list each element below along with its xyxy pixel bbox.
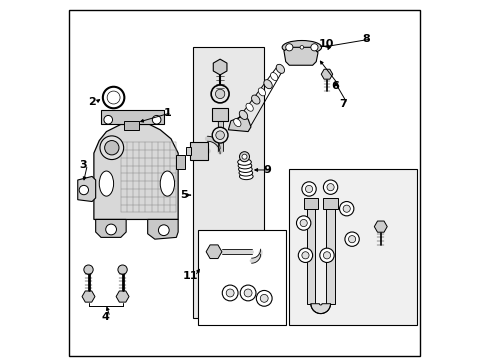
Circle shape <box>239 152 249 162</box>
Circle shape <box>305 185 312 193</box>
Ellipse shape <box>270 72 277 81</box>
Text: 9: 9 <box>263 165 271 175</box>
Circle shape <box>343 205 349 212</box>
Bar <box>303 198 317 209</box>
Polygon shape <box>96 220 126 237</box>
Bar <box>289 169 416 325</box>
Circle shape <box>242 154 246 159</box>
Circle shape <box>105 224 116 235</box>
Ellipse shape <box>276 64 284 73</box>
Ellipse shape <box>282 41 321 54</box>
Ellipse shape <box>239 111 247 120</box>
Circle shape <box>301 252 308 259</box>
Polygon shape <box>147 220 178 239</box>
Circle shape <box>310 44 317 51</box>
Text: 5: 5 <box>180 190 187 200</box>
Ellipse shape <box>245 103 253 111</box>
Circle shape <box>152 116 161 124</box>
Wedge shape <box>310 304 330 314</box>
Bar <box>323 198 337 209</box>
Circle shape <box>300 45 303 49</box>
Bar <box>212 108 227 121</box>
Circle shape <box>102 87 124 108</box>
Circle shape <box>212 127 227 143</box>
Circle shape <box>158 225 169 235</box>
Text: 4: 4 <box>102 312 109 322</box>
Ellipse shape <box>239 170 252 176</box>
Circle shape <box>100 136 123 159</box>
Bar <box>189 142 207 160</box>
Bar <box>192 47 264 318</box>
Circle shape <box>348 235 355 243</box>
Circle shape <box>107 91 120 104</box>
Circle shape <box>83 265 93 274</box>
Text: 2: 2 <box>88 97 96 107</box>
Circle shape <box>79 185 88 195</box>
Circle shape <box>296 216 310 230</box>
Ellipse shape <box>258 88 265 96</box>
Ellipse shape <box>264 80 272 89</box>
Circle shape <box>118 265 127 274</box>
Ellipse shape <box>239 173 253 180</box>
Circle shape <box>301 182 316 196</box>
Circle shape <box>298 248 312 262</box>
Circle shape <box>104 140 119 155</box>
Circle shape <box>339 202 353 216</box>
Circle shape <box>326 184 333 191</box>
Circle shape <box>319 248 333 262</box>
Bar <box>306 203 314 304</box>
Text: 8: 8 <box>362 34 369 44</box>
Polygon shape <box>94 125 178 220</box>
Ellipse shape <box>238 166 252 172</box>
Bar <box>185 147 191 155</box>
Circle shape <box>215 89 224 99</box>
Bar <box>101 110 163 125</box>
Ellipse shape <box>233 119 241 127</box>
Circle shape <box>256 291 271 306</box>
Text: 11: 11 <box>183 271 198 281</box>
Circle shape <box>323 252 330 259</box>
Polygon shape <box>284 47 317 65</box>
Text: 10: 10 <box>318 40 333 49</box>
Text: 7: 7 <box>339 99 346 109</box>
Ellipse shape <box>251 95 260 104</box>
Circle shape <box>215 131 224 139</box>
Polygon shape <box>78 176 96 202</box>
Text: 3: 3 <box>79 159 87 170</box>
Ellipse shape <box>160 171 174 196</box>
Circle shape <box>300 220 306 226</box>
Circle shape <box>344 232 359 246</box>
Circle shape <box>260 294 267 302</box>
Circle shape <box>285 44 292 51</box>
Circle shape <box>240 285 255 301</box>
Bar <box>124 121 139 130</box>
Bar <box>198 230 285 325</box>
Circle shape <box>226 289 234 297</box>
Circle shape <box>244 289 251 297</box>
Ellipse shape <box>99 171 113 196</box>
Circle shape <box>211 85 228 103</box>
Bar <box>176 155 185 169</box>
Circle shape <box>323 180 337 194</box>
Text: 1: 1 <box>163 108 171 118</box>
Ellipse shape <box>237 159 251 165</box>
Circle shape <box>104 116 112 124</box>
Polygon shape <box>228 117 250 132</box>
Ellipse shape <box>238 162 251 169</box>
Text: 6: 6 <box>330 81 339 91</box>
Circle shape <box>222 285 238 301</box>
Bar <box>325 203 334 304</box>
